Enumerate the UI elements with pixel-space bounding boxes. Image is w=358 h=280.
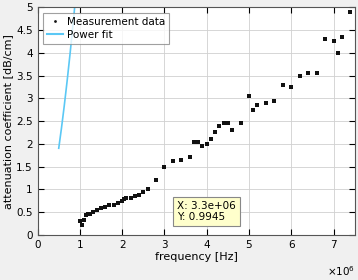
Point [191, 139, 197, 144]
Point [250, 108, 256, 112]
Point [115, 201, 121, 205]
Point [161, 164, 167, 169]
Point [225, 121, 231, 126]
Point [98, 205, 104, 210]
Point [217, 123, 222, 128]
Point [280, 82, 286, 87]
Point [170, 159, 176, 163]
Point [297, 73, 303, 78]
Point [335, 51, 340, 55]
Point [86, 212, 91, 217]
Point [102, 204, 108, 209]
Point [128, 195, 134, 200]
Point [132, 194, 138, 199]
Point [111, 203, 117, 207]
Point [83, 213, 89, 217]
Point [263, 101, 269, 105]
Point [81, 218, 87, 223]
Text: $\times10^6$: $\times10^6$ [326, 264, 355, 278]
Point [124, 196, 129, 201]
Point [140, 189, 146, 194]
Point [271, 98, 277, 103]
Legend: Measurement data, Power fit: Measurement data, Power fit [43, 13, 169, 44]
Point [305, 71, 311, 76]
Point [212, 130, 218, 135]
Point [94, 207, 100, 212]
Text: X: 3.3e+06
Y: 0.9945: X: 3.3e+06 Y: 0.9945 [177, 201, 236, 222]
Point [229, 128, 235, 132]
X-axis label: frequency [Hz]: frequency [Hz] [155, 253, 238, 262]
Point [77, 219, 83, 223]
Point [195, 139, 201, 144]
Y-axis label: attenuation coefficient [dB/cm]: attenuation coefficient [dB/cm] [3, 34, 13, 209]
Point [204, 142, 209, 146]
Point [153, 178, 159, 183]
Point [331, 39, 337, 44]
Point [79, 223, 85, 227]
Point [221, 121, 227, 126]
Point [107, 203, 112, 207]
Point [238, 121, 243, 126]
Point [121, 197, 127, 202]
Point [314, 71, 319, 76]
Point [339, 35, 345, 39]
Point [145, 187, 150, 192]
Point [289, 85, 294, 89]
Point [88, 212, 93, 216]
Point [119, 199, 125, 203]
Point [208, 137, 214, 141]
Point [246, 94, 252, 98]
Point [348, 10, 353, 14]
Point [90, 210, 96, 214]
Point [200, 144, 205, 148]
Point [255, 103, 260, 108]
Point [187, 155, 193, 160]
Point [322, 37, 328, 41]
Point [136, 193, 142, 197]
Point [179, 158, 184, 162]
